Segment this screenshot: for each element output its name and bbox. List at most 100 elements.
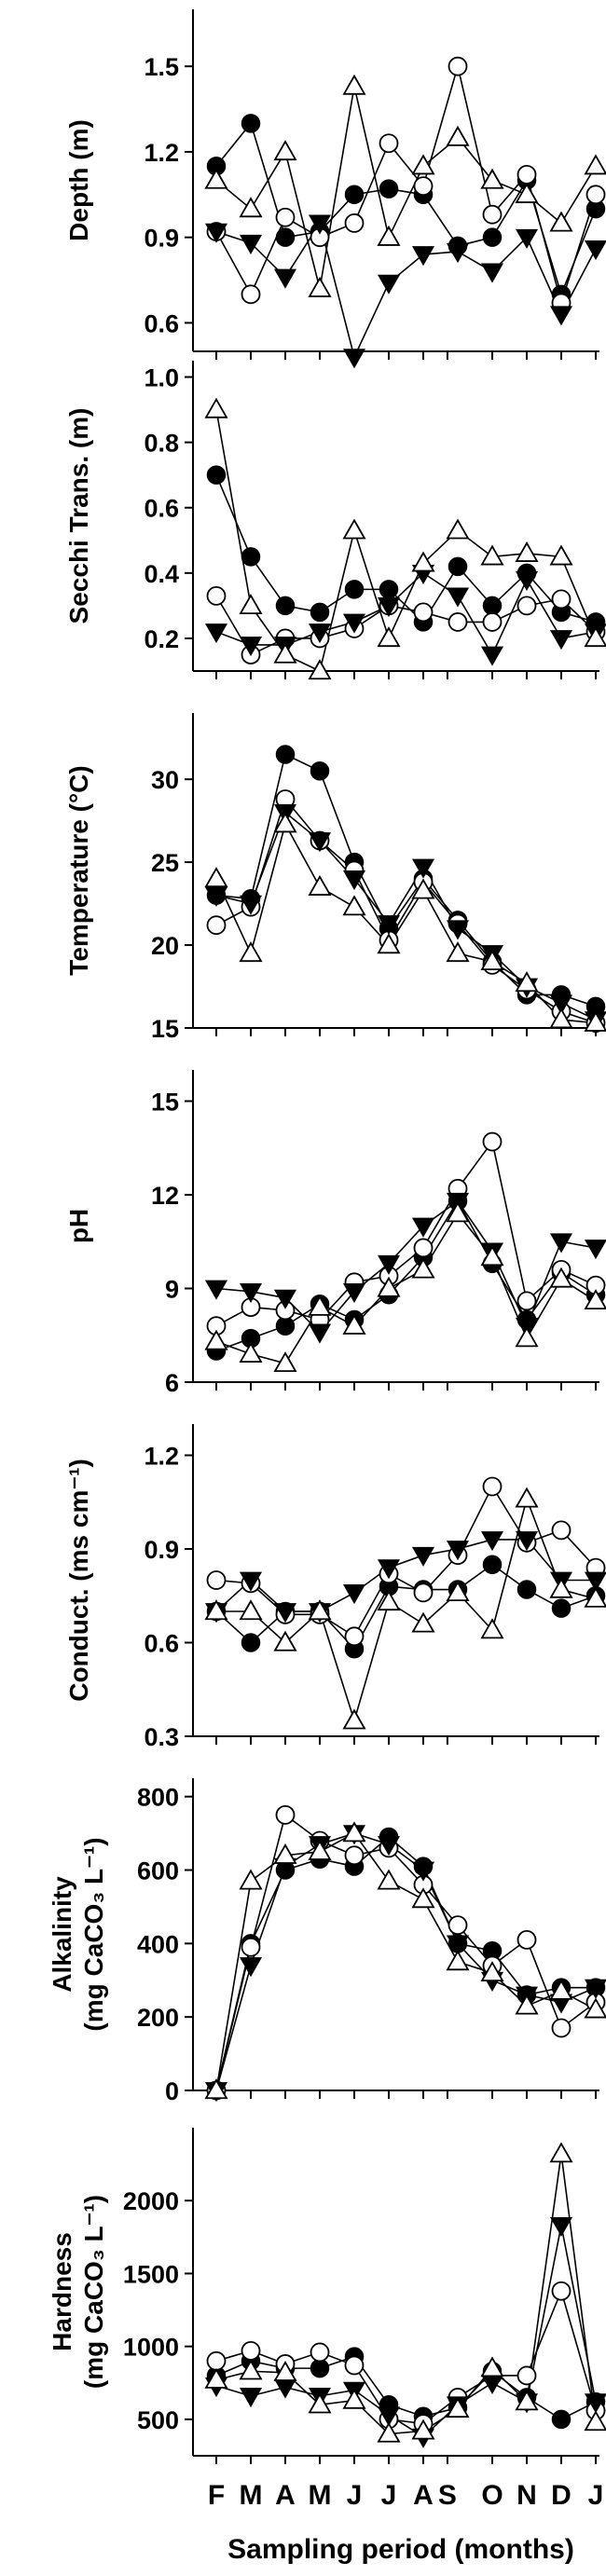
marker-filled-triangle-down <box>515 228 539 249</box>
y-axis-title: (mg CaCO₃ L⁻¹) <box>79 2195 108 2389</box>
marker-open-circle <box>310 2342 330 2363</box>
series-line-open-triangle-up <box>215 1832 597 2091</box>
marker-open-triangle-up <box>515 541 539 562</box>
y-tick-label: 12 <box>151 1182 179 1210</box>
y-tick-label: 0.4 <box>144 560 179 588</box>
marker-filled-triangle-down <box>308 832 332 853</box>
y-tick-label: 30 <box>151 766 179 794</box>
marker-open-circle <box>275 207 296 227</box>
marker-filled-triangle-down <box>377 274 401 295</box>
marker-open-triangle-up <box>446 941 470 963</box>
y-tick-label: 0.9 <box>144 225 179 253</box>
marker-open-triangle-up <box>584 1997 606 2019</box>
marker-open-circle <box>206 2350 227 2371</box>
marker-open-triangle-up <box>446 2397 470 2418</box>
series-line-open-triangle-up <box>215 822 597 1024</box>
x-tick-label: J <box>347 2480 363 2511</box>
marker-open-triangle-up <box>446 1950 470 1971</box>
marker-filled-circle <box>516 1580 537 1599</box>
marker-filled-triangle-down <box>446 1935 470 1955</box>
marker-open-circle <box>516 1291 537 1311</box>
marker-open-triangle-up <box>239 1599 263 1621</box>
marker-open-triangle-up <box>204 168 228 189</box>
marker-filled-triangle-down <box>549 994 573 1015</box>
marker-filled-triangle-down <box>273 1289 297 1309</box>
panel-7: 500 1000 1500 2000 Hardness (mg CaCO₃ L⁻¹) <box>48 2128 606 2464</box>
panel-2: 0.2 0.4 0.6 0.8 1.0 Secchi Trans. (m) <box>64 361 606 680</box>
marker-open-triangle-up <box>239 2359 263 2380</box>
marker-open-triangle-up <box>342 895 366 916</box>
series-line-filled-triangle-down <box>215 811 597 1021</box>
marker-filled-triangle-down <box>377 1559 401 1580</box>
marker-filled-triangle-down <box>239 2388 263 2408</box>
marker-filled-triangle-down <box>239 234 263 254</box>
y-tick-label: 0.6 <box>144 495 179 523</box>
marker-open-triangle-up <box>308 1840 332 1860</box>
y-tick-label: 1000 <box>123 2334 179 2362</box>
x-tick-label: J <box>381 2480 397 2511</box>
series-line-filled-circle <box>215 1199 597 1352</box>
series-line-filled-triangle-down <box>215 1832 597 2091</box>
marker-filled-triangle-down <box>239 895 263 915</box>
marker-open-triangle-up <box>584 2410 606 2432</box>
marker-open-triangle-up <box>308 1295 332 1316</box>
marker-open-triangle-up <box>584 1289 606 1310</box>
marker-filled-triangle-down <box>411 858 435 879</box>
marker-filled-triangle-down <box>584 240 606 261</box>
marker-filled-triangle-down <box>204 623 228 644</box>
marker-open-triangle-up <box>480 1618 504 1639</box>
y-axis-title: Alkalinity <box>48 1876 76 1993</box>
marker-open-triangle-up <box>411 1257 435 1279</box>
marker-open-triangle-up <box>411 551 435 572</box>
marker-open-circle <box>206 1570 227 1590</box>
marker-open-triangle-up <box>515 2390 539 2411</box>
marker-filled-triangle-down <box>411 1217 435 1238</box>
marker-filled-triangle-down <box>480 263 504 283</box>
marker-open-circle <box>448 56 468 76</box>
marker-filled-circle <box>482 1555 503 1574</box>
marker-filled-triangle-down <box>515 1531 539 1552</box>
marker-open-triangle-up <box>549 2142 573 2163</box>
marker-open-triangle-up <box>308 2392 332 2414</box>
marker-open-triangle-up <box>549 1979 573 2000</box>
marker-filled-triangle-down <box>584 1571 606 1592</box>
marker-open-triangle-up <box>342 1708 366 1730</box>
marker-filled-triangle-down <box>411 1546 435 1567</box>
marker-open-circle <box>482 1131 503 1152</box>
marker-open-circle <box>241 284 261 305</box>
marker-filled-triangle-down <box>239 1957 263 1978</box>
marker-filled-triangle-down <box>273 268 297 289</box>
marker-open-triangle-up <box>204 867 228 888</box>
panel-6: 0 200 400 600 800 Alkalinity (mg CaCO₃ L⁻¹) <box>48 1778 606 2105</box>
marker-open-triangle-up <box>308 659 332 680</box>
marker-filled-triangle-down <box>342 613 366 634</box>
series-line-open-triangle-up <box>215 1212 597 1364</box>
marker-open-circle <box>413 602 434 623</box>
marker-filled-triangle-down <box>342 1584 366 1605</box>
marker-open-triangle-up <box>411 154 435 175</box>
series-line-filled-triangle-down <box>215 1539 596 1612</box>
x-tick-label: O <box>481 2480 503 2511</box>
marker-filled-circle <box>344 185 365 205</box>
marker-filled-circle <box>310 2358 330 2378</box>
marker-open-circle <box>516 1930 537 1950</box>
marker-open-circle <box>344 2355 365 2376</box>
marker-open-triangle-up <box>480 1245 504 1267</box>
marker-filled-triangle-down <box>239 1571 263 1592</box>
series-line-filled-circle <box>215 1563 597 1651</box>
series-line-filled-triangle-down <box>215 571 597 657</box>
y-tick-label: 0.3 <box>144 1723 179 1751</box>
marker-open-circle <box>344 1626 365 1647</box>
marker-open-circle <box>413 1583 434 1603</box>
marker-open-triangle-up <box>515 1326 539 1348</box>
marker-open-triangle-up <box>273 1351 297 1373</box>
marker-open-triangle-up <box>515 1487 539 1508</box>
marker-filled-triangle-down <box>446 920 470 940</box>
marker-open-circle <box>551 2018 572 2038</box>
series-line-filled-circle <box>215 2355 597 2420</box>
y-tick-label: 0.8 <box>144 430 179 458</box>
marker-filled-circle <box>241 1633 261 1652</box>
marker-open-triangle-up <box>411 878 435 899</box>
x-tick-label: F <box>208 2480 225 2511</box>
marker-open-circle <box>551 589 572 610</box>
